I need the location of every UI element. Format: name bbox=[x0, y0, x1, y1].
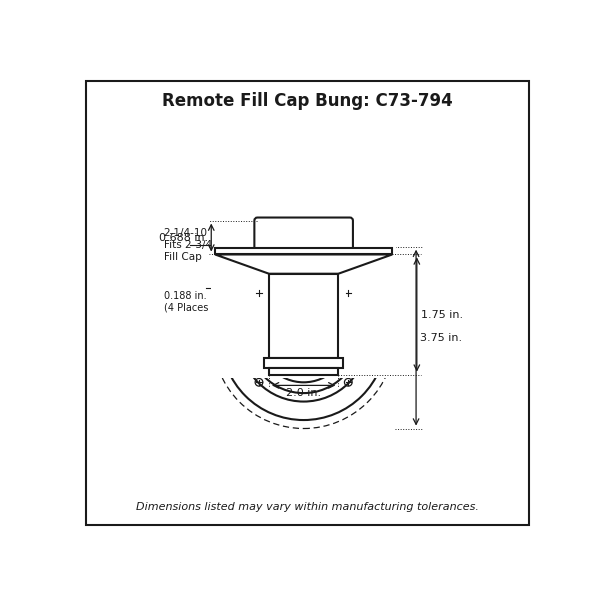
Text: Dimensions listed may vary within manufacturing tolerances.: Dimensions listed may vary within manufa… bbox=[136, 502, 479, 512]
Text: 0.188 in.
(4 Places 3.25 in. Diameter Bolt Circle): 0.188 in. (4 Places 3.25 in. Diameter Bo… bbox=[164, 290, 353, 312]
Bar bbox=[215, 248, 392, 254]
Bar bbox=[269, 274, 338, 358]
Polygon shape bbox=[215, 254, 392, 274]
Text: 3.75 in.: 3.75 in. bbox=[420, 332, 462, 343]
Text: Remote Fill Cap Bung: C73-794: Remote Fill Cap Bung: C73-794 bbox=[162, 92, 453, 110]
Text: 0.688 in.: 0.688 in. bbox=[159, 233, 208, 242]
Text: 1.75 in.: 1.75 in. bbox=[421, 310, 463, 320]
Bar bbox=[211, 217, 396, 379]
Text: 2.0 in.: 2.0 in. bbox=[286, 388, 321, 398]
FancyBboxPatch shape bbox=[254, 218, 353, 251]
Text: 2-1/4-10
Fits 2-3/4
Fill Cap: 2-1/4-10 Fits 2-3/4 Fill Cap bbox=[164, 227, 212, 262]
Bar bbox=[265, 358, 343, 368]
Bar bbox=[269, 368, 338, 374]
